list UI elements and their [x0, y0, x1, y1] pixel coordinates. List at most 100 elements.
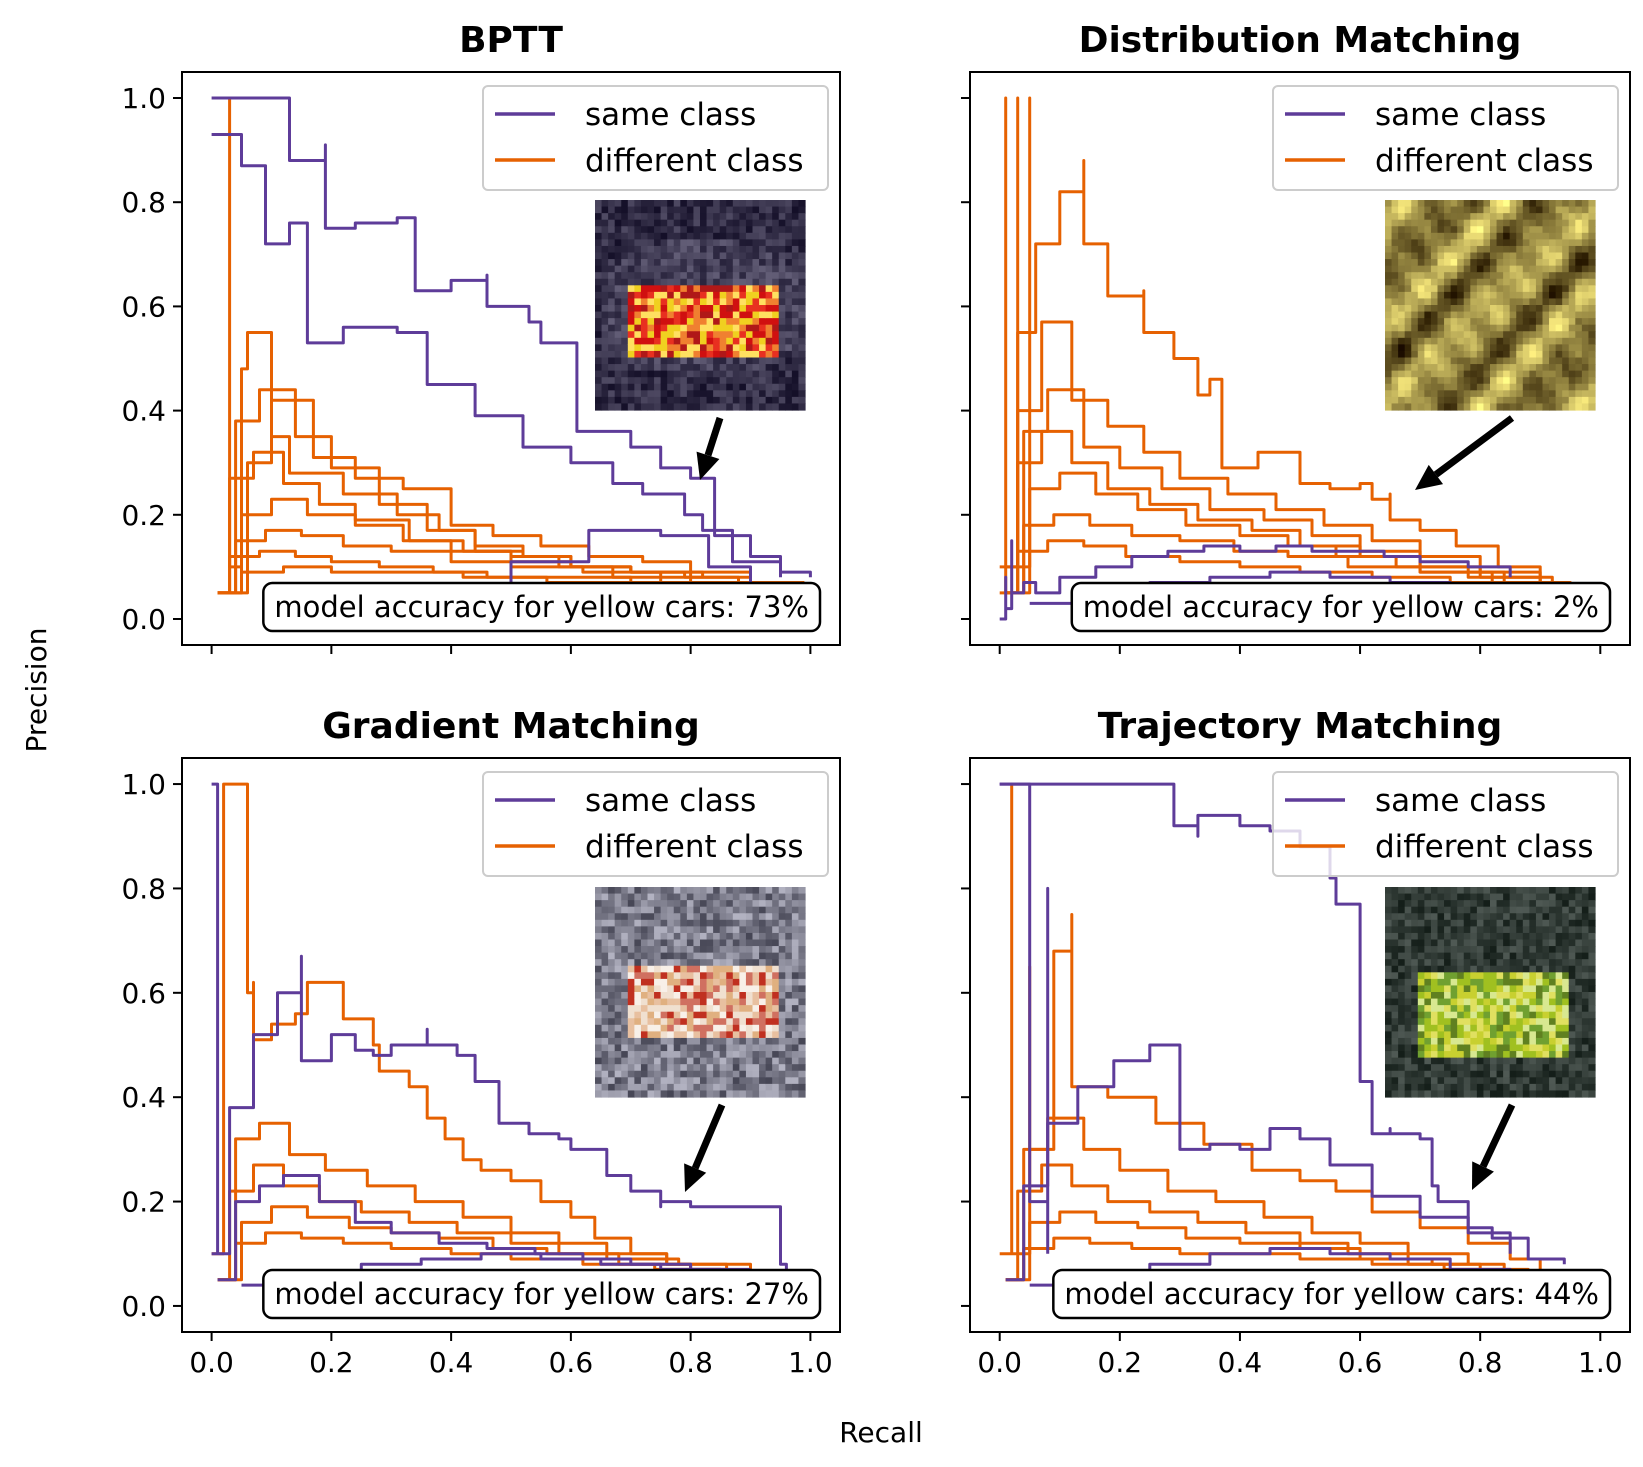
accuracy-text: model accuracy for yellow cars: 27%: [274, 1277, 809, 1311]
accuracy-annotation: model accuracy for yellow cars: 73%: [262, 581, 822, 633]
legend-label: different class: [1375, 829, 1593, 865]
legend: same class different class: [1272, 771, 1619, 877]
thumbnail-image: [1385, 200, 1596, 411]
thumbnail-image: [595, 887, 806, 1098]
different-class-series-line-8: [217, 528, 740, 595]
different-class-series-line-4: [1005, 1116, 1470, 1282]
different-class-series-line-3: [1005, 388, 1554, 595]
same-class-series-line-1: [999, 782, 1050, 1254]
x-tick-label: 0.6: [1338, 1346, 1383, 1379]
accuracy-box: [1052, 1268, 1612, 1320]
legend: same class different class: [482, 85, 829, 191]
panel-3: Trajectory Matching same class different c…: [961, 706, 1631, 1379]
legend: same class different class: [482, 771, 829, 877]
different-class-series-line-3: [211, 782, 693, 1270]
thumbnail-image: [595, 200, 806, 411]
different-class-series-line-7: [1005, 1236, 1530, 1282]
x-tick-label: 0.2: [1098, 1346, 1143, 1379]
different-class-series-line-7: [1005, 539, 1542, 595]
panel-title: BPTT: [459, 20, 563, 61]
accuracy-text: model accuracy for yellow cars: 44%: [1064, 1277, 1599, 1311]
y-tick-label: 0.4: [121, 1081, 166, 1114]
x-tick-label: 0.4: [1218, 1346, 1263, 1379]
y-tick-label: 0.2: [121, 499, 166, 532]
legend-label: same class: [585, 783, 756, 819]
different-class-series-line-0: [999, 159, 1560, 588]
y-tick-label: 0.8: [121, 186, 166, 219]
same-class-series-line-0: [211, 96, 812, 578]
x-tick-label: 0.6: [549, 1346, 594, 1379]
legend-label: different class: [585, 143, 803, 179]
panel-title: Trajectory Matching: [1098, 706, 1502, 747]
different-class-series-line-4: [217, 1121, 729, 1282]
accuracy-box: [262, 1268, 822, 1320]
panel-title: Gradient Matching: [322, 706, 700, 747]
different-class-series-line-10: [217, 565, 805, 595]
axes-frame: [969, 757, 1631, 1333]
y-tick-label: 0.2: [121, 1186, 166, 1219]
x-tick-label: 0.8: [1458, 1346, 1503, 1379]
different-class-series-line-7: [217, 497, 693, 595]
same-class-series-line-2: [1005, 1043, 1512, 1282]
y-tick-label: 0.6: [121, 977, 166, 1010]
same-class-series-line-1: [211, 782, 220, 1254]
pointer-arrow-shaft: [1479, 1103, 1516, 1168]
legend-label: same class: [1375, 783, 1546, 819]
different-class-series-line-6: [1005, 513, 1572, 595]
legend-box: [1272, 85, 1619, 191]
different-class-series-line-9: [217, 549, 681, 595]
axes-frame: [969, 71, 1631, 646]
pointer-arrow-head: [1415, 464, 1444, 490]
panel-title: Distribution Matching: [1079, 20, 1522, 61]
accuracy-annotation: model accuracy for yellow cars: 2%: [1070, 581, 1612, 633]
axes-frame: [181, 71, 841, 646]
x-tick-label: 0.4: [429, 1346, 474, 1379]
x-tick-label: 0.2: [309, 1346, 354, 1379]
pointer-arrow-shaft: [704, 416, 724, 457]
different-class-series-line-5: [217, 1163, 693, 1282]
legend-box: [1272, 771, 1619, 877]
panels-group: BPTT same class different class model accur…: [121, 20, 1631, 1379]
accuracy-annotation: model accuracy for yellow cars: 27%: [262, 1268, 822, 1320]
x-tick-label: 0.0: [189, 1346, 234, 1379]
accuracy-text: model accuracy for yellow cars: 2%: [1083, 590, 1599, 624]
accuracy-text: model accuracy for yellow cars: 73%: [274, 590, 809, 624]
y-tick-label: 0.0: [121, 603, 166, 636]
legend-label: same class: [585, 97, 756, 133]
y-tick-label: 1.0: [121, 768, 166, 801]
pointer-arrow-head: [696, 451, 720, 480]
legend: same class different class: [1272, 85, 1619, 191]
different-class-series-line-5: [1005, 471, 1542, 595]
pointer-arrow-shaft: [691, 1103, 726, 1170]
different-class-series-line-4: [217, 398, 752, 595]
x-tick-label: 1.0: [788, 1346, 833, 1379]
legend-label: different class: [1375, 143, 1593, 179]
pointer-arrow-head: [684, 1163, 707, 1192]
y-tick-label: 0.8: [121, 872, 166, 905]
legend-box: [482, 771, 829, 877]
x-tick-label: 0.8: [668, 1346, 713, 1379]
y-tick-label: 0.0: [121, 1290, 166, 1323]
accuracy-annotation: model accuracy for yellow cars: 44%: [1052, 1268, 1612, 1320]
different-class-series-line-5: [1005, 1163, 1482, 1282]
x-tick-label: 0.0: [977, 1346, 1022, 1379]
y-tick-label: 1.0: [121, 82, 166, 115]
same-class-series-line-2: [217, 1174, 751, 1282]
same-class-series-line-8: [999, 539, 1512, 621]
legend-label: different class: [585, 829, 803, 865]
legend-label: same class: [1375, 97, 1546, 133]
y-tick-label: 0.4: [121, 395, 166, 428]
different-class-series-line-1: [999, 96, 1032, 595]
accuracy-box: [1070, 581, 1612, 633]
panel-0: BPTT same class different class model accur…: [121, 20, 841, 654]
x-tick-label: 1.0: [1578, 1346, 1623, 1379]
same-class-series-line-0: [211, 954, 788, 1270]
panel-1: Distribution Matching same class different…: [961, 20, 1631, 654]
accuracy-box: [262, 581, 822, 633]
series-group: [211, 782, 788, 1287]
figure-x-label: Recall: [839, 1416, 923, 1449]
thumbnail-image: [1385, 887, 1596, 1098]
pointer-arrow-shaft: [1433, 415, 1515, 478]
y-tick-label: 0.6: [121, 290, 166, 323]
